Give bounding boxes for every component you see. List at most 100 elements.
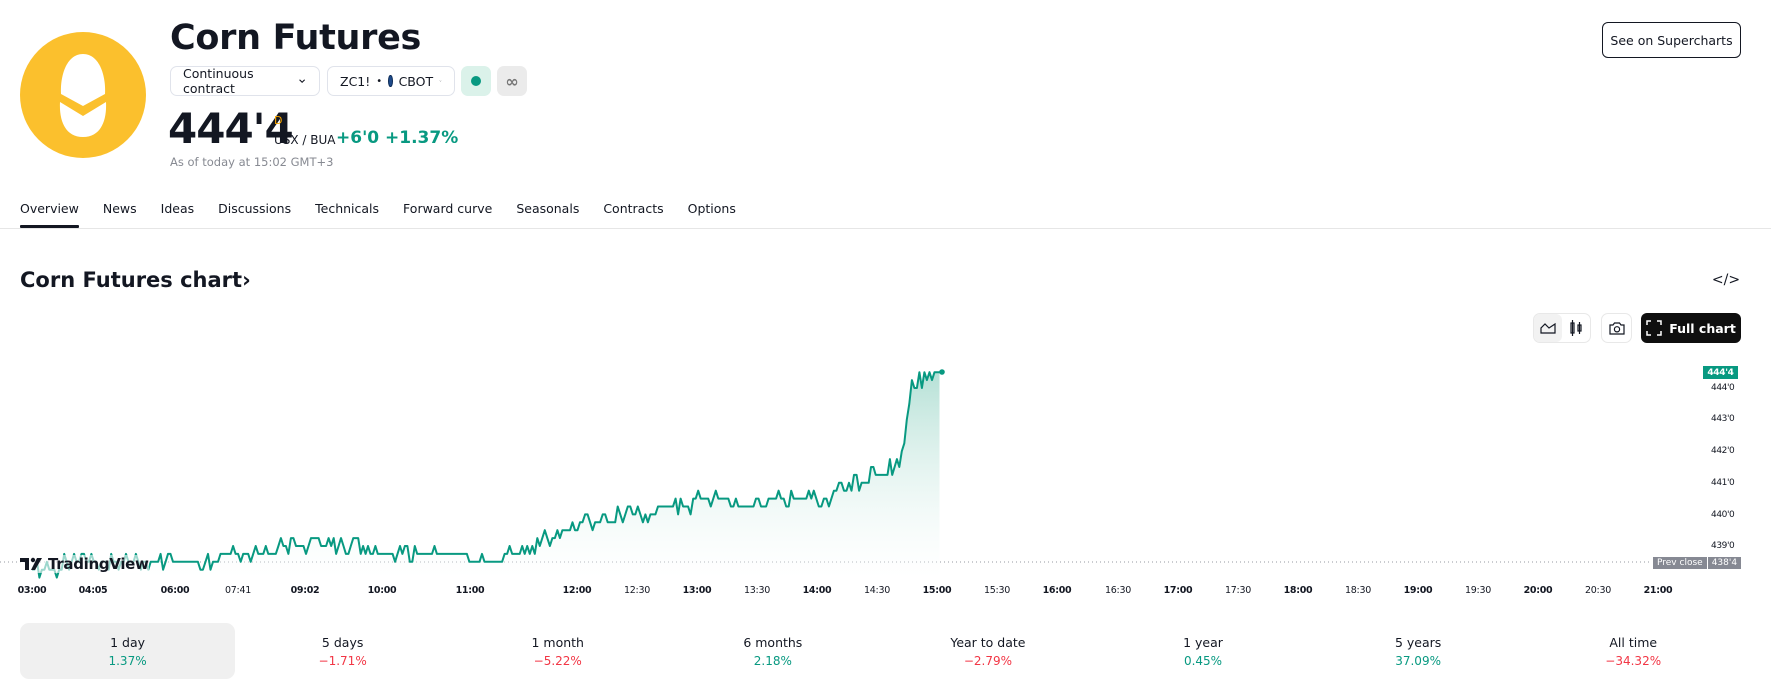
- period-1-day[interactable]: 1 day 1.37%: [20, 623, 236, 679]
- x-tick: 06:00: [160, 585, 190, 596]
- x-tick: 14:30: [864, 585, 890, 596]
- delayed-data-indicator[interactable]: ∞: [497, 66, 527, 96]
- period-change: −5.22%: [533, 653, 582, 668]
- x-tick: 04:05: [78, 585, 108, 596]
- period-1-month[interactable]: 1 month −5.22%: [531, 634, 584, 668]
- period-year-to-date[interactable]: Year to date −2.79%: [950, 634, 1026, 668]
- x-tick: 14:00: [802, 585, 832, 596]
- period-1-year[interactable]: 1 year 0.45%: [1183, 634, 1223, 668]
- period-all-time[interactable]: All time −34.32%: [1605, 634, 1662, 668]
- last-price-dot: [939, 369, 945, 375]
- x-tick: 09:02: [290, 585, 320, 596]
- last-price: 444'4: [168, 104, 294, 153]
- x-tick: 17:30: [1225, 585, 1251, 596]
- x-tick: 17:00: [1163, 585, 1193, 596]
- chart-style-toggle: [1533, 313, 1591, 343]
- tab-news[interactable]: News: [102, 201, 137, 216]
- x-tick: 19:30: [1465, 585, 1491, 596]
- contract-selector[interactable]: Continuous contract: [170, 66, 320, 96]
- tab-ideas[interactable]: Ideas: [160, 201, 195, 216]
- x-tick: 20:00: [1523, 585, 1553, 596]
- y-tick: 441'0: [1711, 478, 1735, 488]
- full-chart-label: Full chart: [1669, 320, 1736, 336]
- market-open-status[interactable]: [461, 66, 491, 96]
- period-change: 37.09%: [1395, 653, 1441, 668]
- embed-code-icon[interactable]: </>: [1711, 272, 1741, 288]
- period-change: 0.45%: [1183, 653, 1223, 668]
- symbol-exchange-selector[interactable]: ZC1! • CBOT: [327, 66, 455, 96]
- y-tick: 440'0: [1711, 510, 1735, 520]
- period-change: 1.37%: [108, 653, 147, 668]
- period-change: −1.71%: [318, 653, 367, 668]
- period-5-years[interactable]: 5 years 37.09%: [1394, 634, 1442, 668]
- price-area: [32, 372, 940, 578]
- change-abs: +6'0: [336, 128, 380, 148]
- x-tick: 19:00: [1403, 585, 1433, 596]
- x-tick: 12:00: [562, 585, 592, 596]
- tab-bar: Overview News Ideas Discussions Technica…: [20, 201, 760, 228]
- y-tick: 439'0: [1711, 541, 1735, 551]
- period-5-days[interactable]: 5 days −1.71%: [318, 634, 367, 668]
- period-6-months[interactable]: 6 months 2.18%: [743, 634, 803, 668]
- period-change: 2.18%: [753, 653, 792, 668]
- price-change: +6'0 +1.37%: [336, 128, 458, 148]
- tab-seasonals[interactable]: Seasonals: [516, 201, 580, 216]
- exchange-label: CBOT: [398, 73, 434, 89]
- period-change: −2.79%: [963, 653, 1013, 668]
- page-title: Corn Futures: [170, 18, 422, 58]
- tradingview-label: TradingView: [48, 555, 149, 573]
- prev-close-label: Prev close: [1653, 557, 1707, 569]
- candles-chart-button[interactable]: [1562, 314, 1590, 342]
- tab-discussions[interactable]: Discussions: [218, 201, 292, 216]
- area-chart-button[interactable]: [1534, 314, 1562, 342]
- fullscreen-icon: [1646, 320, 1662, 336]
- y-tick: 443'0: [1711, 414, 1735, 424]
- x-tick: 13:30: [744, 585, 770, 596]
- chevron-down-icon: [298, 79, 305, 84]
- x-tick: 13:00: [682, 585, 712, 596]
- x-tick: 21:00: [1643, 585, 1673, 596]
- tradingview-logo-icon: [20, 557, 42, 570]
- camera-icon: [1608, 322, 1625, 335]
- tradingview-watermark[interactable]: TradingView: [20, 555, 149, 573]
- x-tick: 11:00: [455, 585, 485, 596]
- last-price-badge: 444'4: [1703, 366, 1738, 379]
- tab-overview[interactable]: Overview: [20, 201, 79, 228]
- x-tick: 07:41: [225, 585, 251, 596]
- x-tick: 18:00: [1283, 585, 1313, 596]
- y-tick: 444'0: [1711, 383, 1735, 393]
- x-tick: 03:00: [17, 585, 47, 596]
- x-tick: 15:00: [922, 585, 952, 596]
- candles-icon: [1570, 320, 1582, 336]
- tabs-divider: [0, 228, 1771, 229]
- tab-technicals[interactable]: Technicals: [315, 201, 380, 216]
- x-tick: 16:00: [1042, 585, 1072, 596]
- infinity-icon: ∞: [505, 71, 519, 91]
- price-delay-flag: D: [274, 114, 283, 127]
- contract-selector-label: Continuous contract: [183, 66, 254, 96]
- x-tick: 16:30: [1105, 585, 1131, 596]
- change-percent: +1.37%: [385, 128, 459, 148]
- see-on-supercharts-button[interactable]: See on Supercharts: [1602, 22, 1741, 58]
- x-tick: 20:30: [1585, 585, 1611, 596]
- prev-close-value: 438'4: [1707, 557, 1742, 569]
- chart-section-title[interactable]: Corn Futures chart›: [20, 268, 251, 292]
- chevron-down-icon: [439, 80, 442, 82]
- tab-options[interactable]: Options: [687, 201, 736, 216]
- area-chart-icon: [1540, 322, 1556, 334]
- tab-contracts[interactable]: Contracts: [603, 201, 664, 216]
- as-of-timestamp: As of today at 15:02 GMT+3: [170, 155, 334, 169]
- separator-dot: •: [376, 75, 383, 87]
- period-performance: 1 day 1.37% 5 days −1.71% 1 month −5.22% 6 …: [20, 623, 1741, 679]
- snapshot-button[interactable]: [1601, 313, 1632, 343]
- period-change: −34.32%: [1605, 653, 1662, 668]
- corn-logo: [20, 32, 146, 158]
- x-tick: 18:30: [1345, 585, 1371, 596]
- prev-close-badge: Prev close 438'4: [1653, 557, 1742, 569]
- globe-icon: [388, 75, 393, 87]
- price-chart[interactable]: [0, 355, 1771, 580]
- x-tick: 10:00: [367, 585, 397, 596]
- full-chart-button[interactable]: Full chart: [1641, 313, 1741, 343]
- y-tick: 442'0: [1711, 446, 1735, 456]
- tab-forward-curve[interactable]: Forward curve: [403, 201, 493, 216]
